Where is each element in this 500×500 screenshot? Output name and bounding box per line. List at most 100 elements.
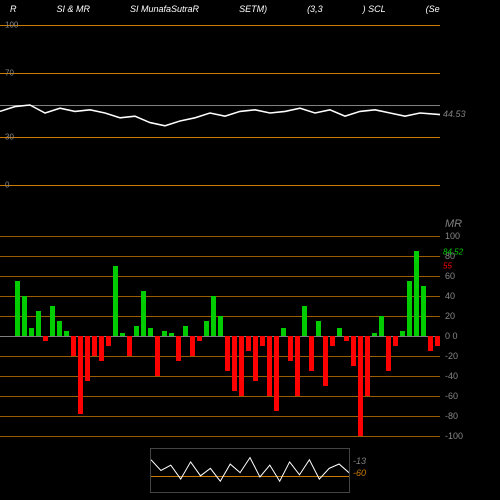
header-item: SETM): [239, 4, 267, 14]
axis-label: -20: [445, 351, 458, 361]
rsi-panel: 10070300: [0, 25, 440, 185]
axis-label: 40: [445, 291, 455, 301]
mini-label: -60: [353, 468, 366, 478]
mr-bar: [351, 336, 356, 366]
mr-bar: [239, 336, 244, 396]
axis-label: 60: [445, 271, 455, 281]
mr-bar: [358, 336, 363, 436]
mr-bar: [288, 336, 293, 361]
mr-bar: [176, 336, 181, 361]
mr-bar: [92, 336, 97, 356]
mr-bar: [295, 336, 300, 396]
mr-bar: [71, 336, 76, 356]
mr-bar: [232, 336, 237, 391]
mr-bar: [281, 328, 286, 336]
mr-bar: [113, 266, 118, 336]
mr-bar: [246, 336, 251, 351]
gridline: [0, 356, 440, 357]
mr-bar: [421, 286, 426, 336]
gridline: [0, 236, 440, 237]
mr-panel: MR: [0, 236, 440, 436]
value-label: 55: [443, 262, 452, 271]
axis-label: -60: [445, 391, 458, 401]
gridline: [0, 396, 440, 397]
header-item: (Se: [426, 4, 440, 14]
mr-bar: [148, 328, 153, 336]
mr-bar: [169, 333, 174, 336]
mr-bar: [120, 333, 125, 336]
header-item: R: [10, 4, 17, 14]
header-item: (3,3: [307, 4, 323, 14]
mr-bar: [127, 336, 132, 356]
mini-line: [151, 449, 349, 492]
mr-bar: [134, 326, 139, 336]
mr-bar: [183, 326, 188, 336]
mr-bar: [400, 331, 405, 336]
mr-bar: [316, 321, 321, 336]
mr-bar: [29, 328, 34, 336]
mr-bar: [162, 331, 167, 336]
gridline: [0, 276, 440, 277]
mr-bar: [393, 336, 398, 346]
mr-bar: [386, 336, 391, 371]
mr-bar: [407, 281, 412, 336]
mr-bar: [106, 336, 111, 346]
mr-bar: [204, 321, 209, 336]
rsi-line: [0, 25, 440, 185]
mr-bar: [225, 336, 230, 371]
rsi-current-value: 44.53: [443, 109, 466, 119]
mr-bar: [435, 336, 440, 346]
axis-label: 20: [445, 311, 455, 321]
gridline: [0, 416, 440, 417]
mr-bar: [190, 336, 195, 356]
gridline: [0, 256, 440, 257]
mr-bar: [330, 336, 335, 346]
gridline: [0, 185, 440, 186]
mr-bar: [253, 336, 258, 381]
chart-header: R SI & MR SI MunafaSutraR SETM) (3,3 ) S…: [0, 0, 500, 18]
mini-label: -13: [353, 456, 366, 466]
mr-bar: [155, 336, 160, 376]
mr-bar: [365, 336, 370, 396]
mr-bar: [78, 336, 83, 414]
gridline: [0, 336, 440, 337]
mr-bar: [211, 296, 216, 336]
mr-bar: [197, 336, 202, 341]
mr-bar: [344, 336, 349, 341]
mr-bar: [414, 251, 419, 336]
axis-label: -80: [445, 411, 458, 421]
mr-bar: [64, 331, 69, 336]
mr-bar: [372, 333, 377, 336]
axis-label: -100: [445, 431, 463, 441]
axis-label: 0 0: [445, 331, 458, 341]
mr-bar: [36, 311, 41, 336]
mr-bar: [50, 306, 55, 336]
mr-bar: [22, 296, 27, 336]
mr-bar: [302, 306, 307, 336]
mr-bar: [267, 336, 272, 396]
mr-bar: [85, 336, 90, 381]
mr-bar: [337, 328, 342, 336]
mr-bar: [428, 336, 433, 351]
mr-bar: [218, 316, 223, 336]
axis-label: 100: [445, 231, 460, 241]
header-item: SI & MR: [57, 4, 91, 14]
mr-bar: [323, 336, 328, 386]
mini-panel: [150, 448, 350, 493]
axis-label: -40: [445, 371, 458, 381]
mr-bar: [15, 281, 20, 336]
header-item: SI MunafaSutraR: [130, 4, 199, 14]
header-item: ) SCL: [363, 4, 386, 14]
mr-bar: [141, 291, 146, 336]
value-label: 84.52: [443, 248, 463, 257]
mr-bar: [260, 336, 265, 346]
mr-bar: [99, 336, 104, 361]
gridline: [0, 376, 440, 377]
mr-bar: [379, 316, 384, 336]
mr-bar: [43, 336, 48, 341]
mr-bar: [57, 321, 62, 336]
gridline: [0, 296, 440, 297]
mr-bar: [274, 336, 279, 411]
mr-bar: [309, 336, 314, 371]
gridline: [0, 436, 440, 437]
